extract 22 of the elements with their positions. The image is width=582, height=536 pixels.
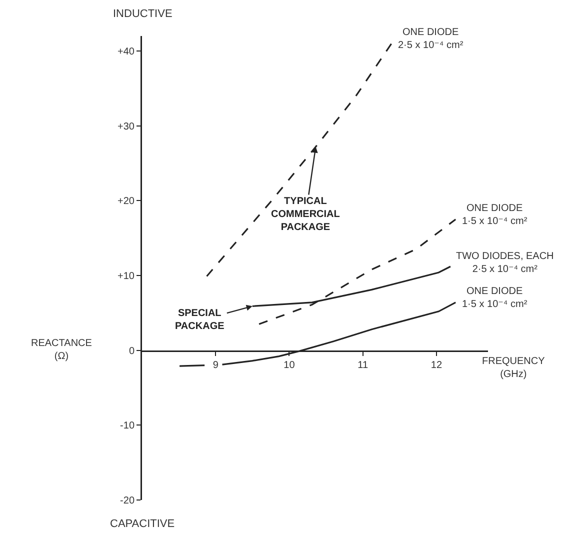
x-axis-title: FREQUENCY (GHz) xyxy=(482,356,546,380)
x-tick-label: 11 xyxy=(358,360,368,371)
y-tick-label: +10 xyxy=(118,270,135,282)
y-tick-label: 0 xyxy=(128,346,135,357)
series-label: ONE DIODE 2·5 x 10⁻⁴ cm² xyxy=(398,27,464,51)
y-tick-label: -20 xyxy=(120,496,135,506)
series-label: ONE DIODE 1·5 x 10⁻⁴ cm² xyxy=(462,203,528,227)
text: CAPACITIVE xyxy=(110,518,175,530)
y-tick-label: +40 xyxy=(118,46,135,58)
annotation: TYPICAL COMMERCIAL PACKAGE xyxy=(271,196,340,233)
x-tick-label: 12 xyxy=(430,360,442,371)
series-label: ONE DIODE 1·5 x 10⁻⁴ cm² xyxy=(462,286,528,310)
x-tick-label: 9 xyxy=(212,360,219,371)
y-tick-label: -10 xyxy=(120,420,135,432)
text: INDUCTIVE xyxy=(113,8,172,20)
series-label: TWO DIODES, EACH 2·5 x 10⁻⁴ cm² xyxy=(456,251,554,275)
annotation: SPECIAL PACKAGE xyxy=(175,308,225,332)
y-tick-label: +20 xyxy=(118,196,135,208)
y-axis-title: REACTANCE (Ω) xyxy=(31,338,92,362)
line-series xyxy=(206,42,392,278)
y-tick-label: +30 xyxy=(118,121,135,132)
x-tick-label: 10 xyxy=(284,360,296,371)
